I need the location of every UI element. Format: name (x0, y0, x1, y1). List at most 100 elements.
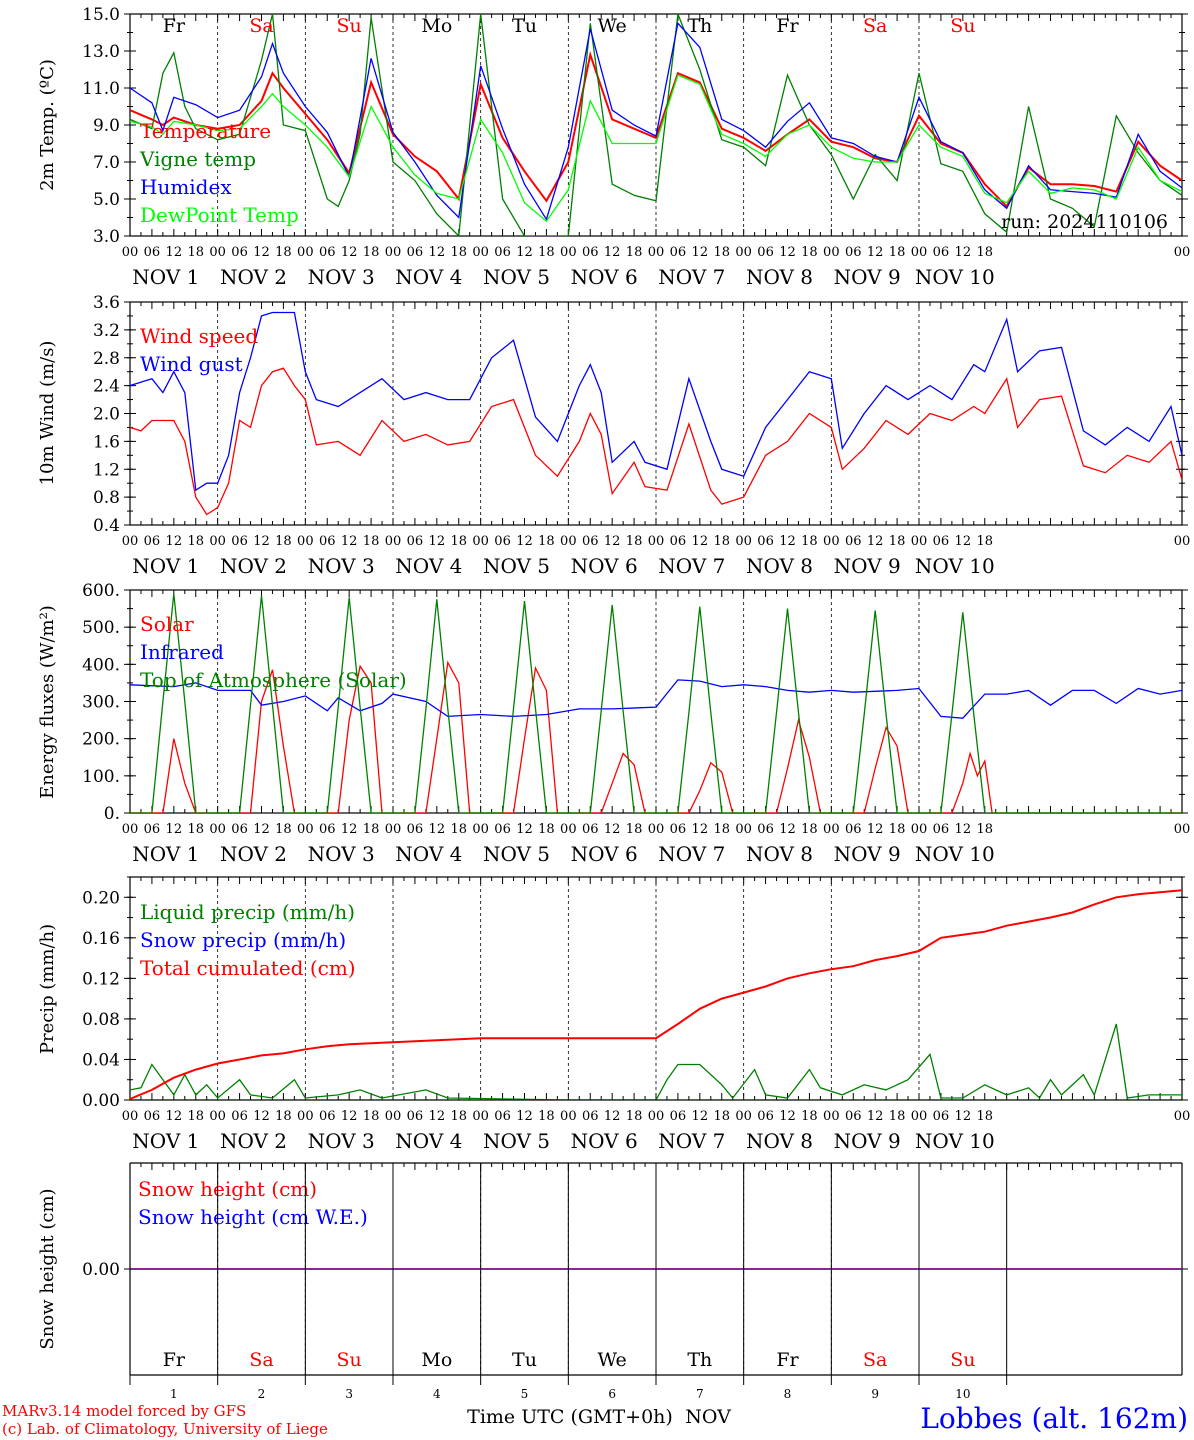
hour-tick-label: 12 (692, 245, 709, 260)
weekday-label-bottom: We (598, 1349, 627, 1371)
legend-entry: Top of Atmosphere (Solar) (140, 668, 407, 692)
legend-entry: Temperature (140, 119, 271, 143)
weekday-label: Fr (163, 15, 186, 37)
hour-tick-label: 06 (845, 1109, 862, 1124)
legend-entry: Infrared (140, 640, 224, 664)
hour-tick-label: 00 (911, 1109, 928, 1124)
hour-tick-label: 12 (867, 245, 884, 260)
hour-tick-label: 06 (319, 1109, 336, 1124)
series-line-wind-speed (130, 367, 1182, 516)
bottom-day-number: 1 (170, 1387, 178, 1401)
series-line-solar (130, 660, 1182, 813)
date-label: NOV 4 (395, 554, 462, 578)
y-tick-label: 0. (104, 804, 120, 824)
hour-tick-label: 18 (363, 245, 380, 260)
date-label: NOV 9 (834, 842, 901, 866)
hour-tick-label: 12 (166, 534, 183, 549)
hour-tick-label: 18 (450, 245, 467, 260)
y-tick-label: 0.12 (82, 969, 120, 989)
y-tick-label: 300. (82, 693, 120, 713)
weekday-label: Su (337, 15, 362, 37)
weekday-label-bottom: Sa (863, 1349, 887, 1371)
legend-entry: Liquid precip (mm/h) (140, 900, 355, 924)
hour-tick-label: 18 (450, 1109, 467, 1124)
hour-tick-label: 18 (713, 534, 730, 549)
hour-tick-label: 00 (385, 822, 402, 837)
hour-tick-label: 06 (494, 245, 511, 260)
hour-tick-label: 12 (429, 245, 446, 260)
weekday-label-bottom: Tu (512, 1349, 537, 1371)
hour-tick-label: 00 (385, 1109, 402, 1124)
hour-tick-label: 00 (648, 1109, 665, 1124)
date-label: NOV 3 (308, 554, 375, 578)
bottom-day-number: 2 (258, 1387, 266, 1401)
date-label: NOV 5 (483, 842, 550, 866)
series-line-liquid-precip-mm-h- (130, 1023, 1182, 1100)
date-label: NOV 3 (308, 265, 375, 289)
hour-tick-label: 12 (429, 534, 446, 549)
hour-tick-label: 00 (297, 534, 314, 549)
hour-tick-label: 18 (889, 822, 906, 837)
hour-tick-label: 00 (823, 245, 840, 260)
hour-tick-label: 12 (604, 1109, 621, 1124)
hour-tick-label: 06 (319, 822, 336, 837)
date-label: NOV 6 (571, 554, 638, 578)
hour-tick-label: 12 (516, 822, 533, 837)
weekday-label: Sa (863, 15, 887, 37)
y-tick-label: 0.8 (93, 488, 120, 508)
hour-tick-label: 12 (867, 822, 884, 837)
credit-line-2: (c) Lab. of Climatology, University of L… (2, 1420, 328, 1438)
hour-tick-label: 00 (911, 534, 928, 549)
hour-tick-label: 06 (231, 245, 248, 260)
hour-tick-label: 06 (582, 822, 599, 837)
weekday-label-bottom: Su (950, 1349, 975, 1371)
hour-tick-label: 12 (867, 1109, 884, 1124)
hour-tick-label: 12 (516, 534, 533, 549)
y-axis-label: Precip (mm/h) (37, 924, 58, 1054)
series-line-humidex (130, 21, 1182, 221)
hour-tick-label: 12 (253, 245, 270, 260)
credit-line-1: MARv3.14 model forced by GFS (2, 1402, 246, 1420)
hour-tick-label: 00 (297, 245, 314, 260)
y-tick-label: 0.20 (82, 888, 120, 908)
hour-tick-label: 18 (363, 1109, 380, 1124)
date-label: NOV 5 (483, 1129, 550, 1153)
hour-tick-label: 00 (911, 245, 928, 260)
date-label: NOV 4 (395, 265, 462, 289)
date-label: NOV 1 (132, 554, 199, 578)
hour-tick-label: 18 (889, 245, 906, 260)
hour-tick-label: 06 (231, 1109, 248, 1124)
hour-tick-label: 00 (735, 245, 752, 260)
hour-tick-label: 06 (845, 822, 862, 837)
bottom-day-number: 9 (871, 1387, 879, 1401)
hour-tick-label: 18 (187, 822, 204, 837)
weekday-label-bottom: Fr (163, 1349, 186, 1371)
hour-tick-label: 18 (713, 822, 730, 837)
hour-tick-label: 18 (450, 822, 467, 837)
hour-tick-label: 18 (801, 245, 818, 260)
y-axis-label: 2m Temp. (ºC) (37, 59, 58, 191)
hour-tick-label: 18 (801, 1109, 818, 1124)
hour-tick-label: 18 (976, 245, 993, 260)
weekday-label: Th (687, 15, 712, 37)
hour-tick-label: 06 (845, 534, 862, 549)
hour-tick-label: 18 (626, 534, 643, 549)
hour-tick-label: 06 (670, 245, 687, 260)
hour-tick-label: 06 (231, 822, 248, 837)
legend-entry: Humidex (140, 175, 232, 199)
y-tick-label: 5.0 (93, 190, 120, 210)
hour-tick-label: 18 (450, 534, 467, 549)
hour-tick-label: 06 (144, 822, 161, 837)
legend-entry: Snow precip (mm/h) (140, 928, 346, 952)
hour-tick-label: 18 (538, 534, 555, 549)
hour-tick-label: 12 (166, 822, 183, 837)
y-tick-label: 2.0 (93, 405, 120, 425)
weekday-label-bottom: Th (687, 1349, 712, 1371)
hour-tick-label: 12 (779, 245, 796, 260)
date-label: NOV 1 (132, 1129, 199, 1153)
hour-tick-label: 00 (209, 1109, 226, 1124)
y-tick-label: 200. (82, 730, 120, 750)
hour-tick-label: 18 (713, 1109, 730, 1124)
y-tick-label: 1.6 (93, 432, 120, 452)
hour-tick-label: 12 (779, 1109, 796, 1124)
